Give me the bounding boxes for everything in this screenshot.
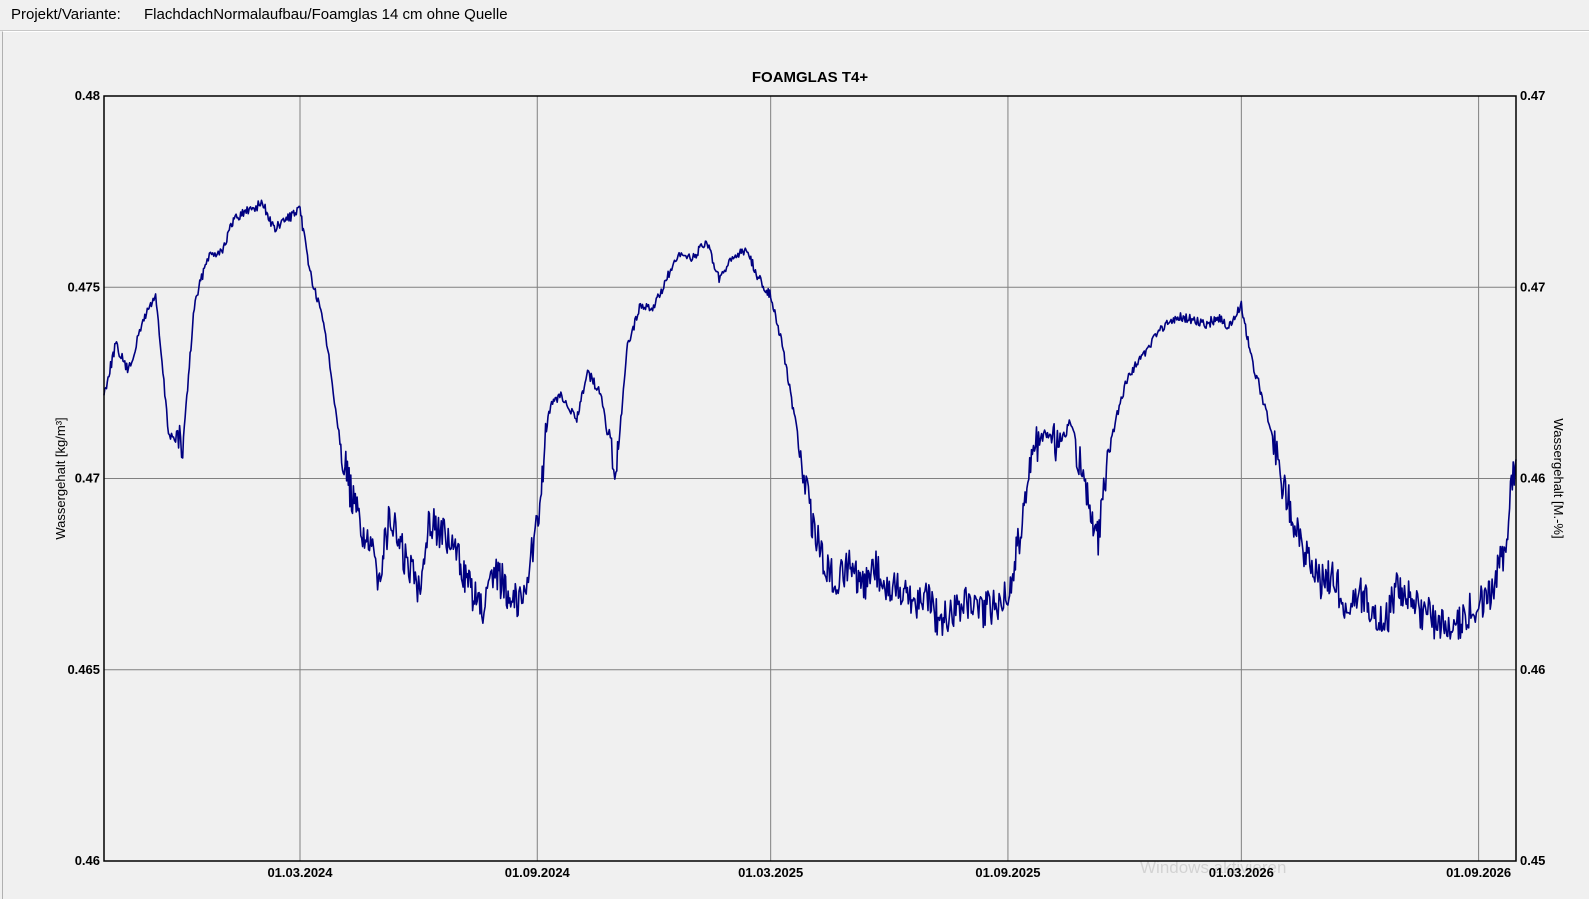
x-tick-label: 01.03.2024 xyxy=(267,865,333,880)
project-label: Projekt/Variante: xyxy=(11,6,121,23)
y2-axis-label: Wassergehalt [M.-%] xyxy=(1551,418,1566,538)
y-tick-label: 0.47 xyxy=(75,471,100,486)
activation-watermark: Windows aktivieren xyxy=(1140,858,1287,877)
y2-tick-label: 0.47 xyxy=(1520,88,1545,103)
chart-panel xyxy=(2,31,1589,899)
x-tick-label: 01.09.2026 xyxy=(1446,865,1511,880)
x-tick-label: 01.03.2026 xyxy=(1209,865,1274,880)
y-tick-label: 0.465 xyxy=(67,662,100,677)
series-line xyxy=(103,199,1517,640)
x-tick-label: 01.09.2024 xyxy=(505,865,571,880)
y2-tick-label: 0.46 xyxy=(1520,471,1545,486)
y-axis-label: Wassergehalt [kg/m³] xyxy=(53,417,68,539)
plot-frame xyxy=(103,95,1517,862)
y2-tick-label: 0.47 xyxy=(1520,279,1545,294)
project-value: FlachdachNormalaufbau/Foamglas 14 cm ohn… xyxy=(144,6,508,23)
y-tick-label: 0.48 xyxy=(75,88,100,103)
y-tick-label: 0.46 xyxy=(75,853,100,868)
y2-tick-label: 0.46 xyxy=(1520,662,1545,677)
chart-title: FOAMGLAS T4+ xyxy=(751,69,869,86)
y-tick-label: 0.475 xyxy=(67,279,100,294)
x-tick-label: 01.09.2025 xyxy=(975,865,1040,880)
project-header: Projekt/Variante: FlachdachNormalaufbau/… xyxy=(0,0,1589,31)
x-tick-label: 01.03.2025 xyxy=(738,865,803,880)
y2-tick-label: 0.45 xyxy=(1520,853,1545,868)
